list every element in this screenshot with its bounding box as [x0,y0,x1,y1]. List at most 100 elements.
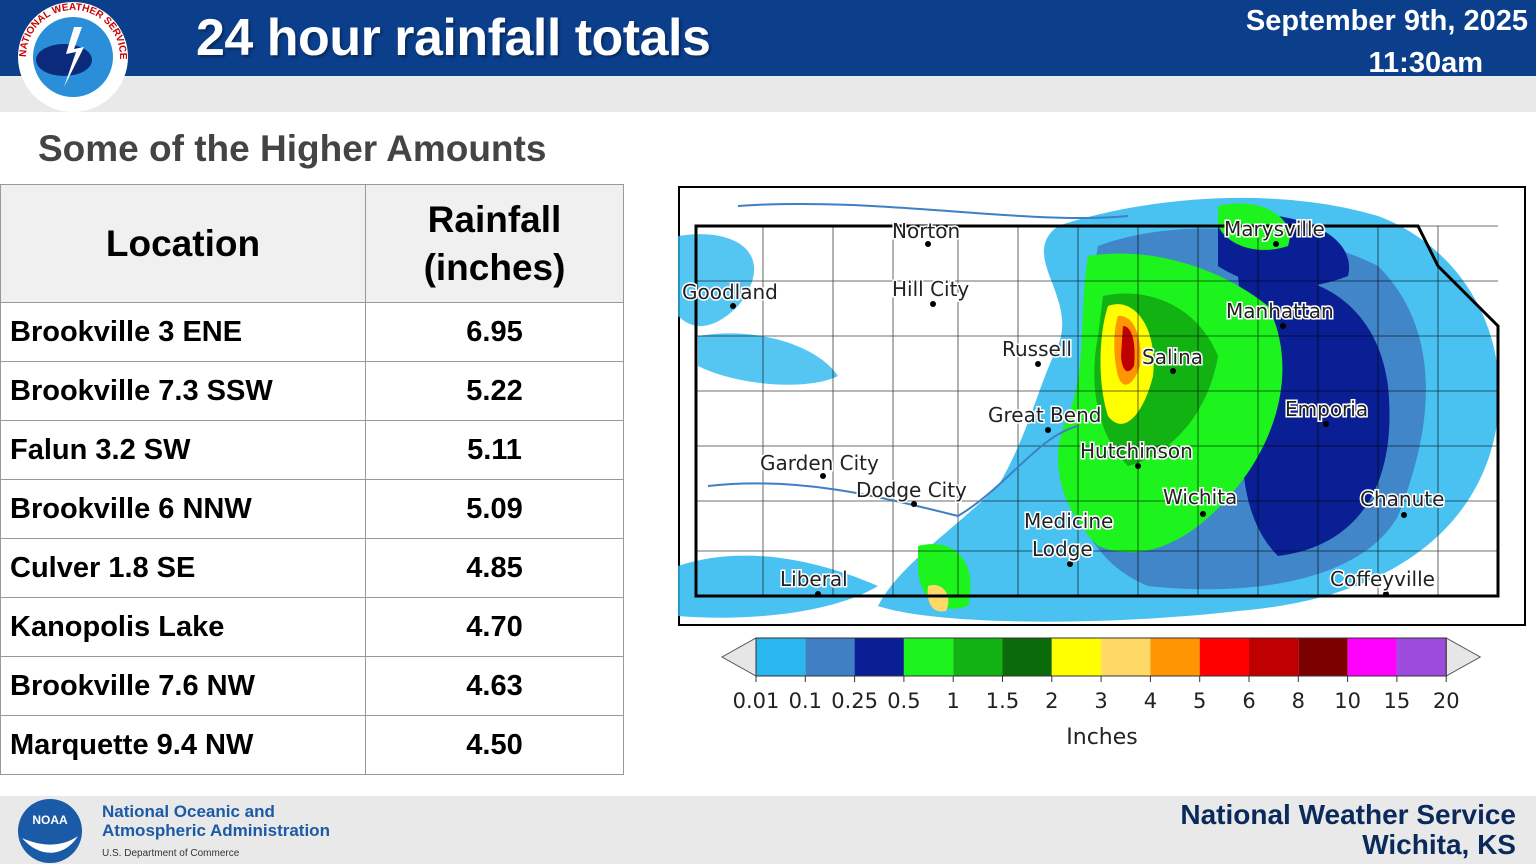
precip-shading [678,197,1500,622]
table-row: Falun 3.2 SW 5.11 [0,420,624,480]
location-cell: Brookville 6 NNW [0,479,366,539]
colorbar-swatch [1298,638,1348,676]
city-label: Coffeyville [1330,567,1435,591]
rainfall-cell: 4.85 [365,538,624,598]
colorbar-tick-label: 3 [1094,689,1107,713]
rainfall-cell: 5.11 [365,420,624,480]
city-label: Goodland [682,280,778,304]
city-label: Marysville [1224,217,1325,241]
rainfall-cell: 4.50 [365,715,624,775]
table-row: Brookville 7.6 NW 4.63 [0,656,624,716]
date-text: September 9th, 2025 [1245,5,1528,37]
location-cell: Brookville 7.3 SSW [0,361,366,421]
colorbar-swatch [1150,638,1200,676]
table-row: Marquette 9.4 NW 4.50 [0,715,624,775]
state-outline [694,224,1500,598]
colorbar-under-arrow [720,637,757,677]
table-row: Culver 1.8 SE 4.85 [0,538,624,598]
table-row: Kanopolis Lake 4.70 [0,597,624,657]
office-name: National Weather Service Wichita, KS [1180,800,1516,860]
city-label: Hill City [892,277,969,301]
colorbar-swatch [1002,638,1052,676]
city-label: Hutchinson [1080,439,1193,463]
noaa-name: National Oceanic and Atmospheric Adminis… [102,802,330,863]
colorbar-tick-label: 1.5 [986,689,1019,713]
date-time: September 9th, 2025 11:30am [1246,0,1528,84]
colorbar-tick-label: 15 [1384,689,1411,713]
colorbar-tick-label: 1 [947,689,960,713]
location-cell: Brookville 3 ENE [0,302,366,362]
colorbar-swatch [953,638,1003,676]
rainfall-cell: 4.63 [365,656,624,716]
rainfall-header-line1: Rainfall [427,198,562,240]
colorbar-tick-label: 0.1 [789,689,822,713]
rainfall-cell: 6.95 [365,302,624,362]
page-title: 24 hour rainfall totals [196,9,711,67]
colorbar-tick-label: 0.25 [831,689,878,713]
colorbar-tick-label: 10 [1334,689,1361,713]
colorbar-label: Inches [1066,725,1137,750]
location-cell: Brookville 7.6 NW [0,656,366,716]
colorbar-swatch [854,638,904,676]
table-row: Brookville 6 NNW 5.09 [0,479,624,539]
location-cell: Falun 3.2 SW [0,420,366,480]
location-cell: Kanopolis Lake [0,597,366,657]
time-text: 11:30am [1368,47,1484,79]
city-label: Norton [892,219,960,243]
rainfall-cell: 5.22 [365,361,624,421]
rainfall-map: Norton Marysville Goodland Hill City Man… [678,186,1526,626]
colorbar-tick-label: 20 [1433,689,1460,713]
table-row: Brookville 3 ENE 6.95 [0,302,624,362]
office-line1: National Weather Service [1180,799,1516,830]
city-label: Emporia [1285,397,1368,421]
location-header: Location [0,184,366,303]
section-subtitle: Some of the Higher Amounts [38,128,547,169]
location-cell: Culver 1.8 SE [0,538,366,598]
svg-text:NOAA: NOAA [32,813,68,827]
colorbar-swatch [1396,638,1447,676]
city-label: Lodge [1032,537,1093,561]
city-label: Liberal [780,567,848,591]
noaa-line1: National Oceanic and [102,802,275,821]
header-bar [0,0,1536,76]
table-row: Brookville 7.3 SSW 5.22 [0,361,624,421]
city-label: Wichita [1163,485,1237,509]
colorbar-tick-label: 2 [1045,689,1058,713]
nws-logo: NATIONAL WEATHER SERVICE [18,2,128,112]
colorbar-swatch [1347,638,1397,676]
colorbar-swatch [903,638,954,676]
colorbar-tick-label: 0.5 [887,689,920,713]
colorbar-over-arrow [1445,637,1482,677]
county-grid [696,225,1498,596]
rainfall-table: Location Rainfall (inches) Brookville 3 … [0,184,624,775]
colorbar-swatch [1101,638,1151,676]
rivers [707,202,1129,518]
colorbar-tick-label: 5 [1193,689,1206,713]
city-label: Medicine [1024,509,1113,533]
city-label: Dodge City [856,478,967,502]
colorbar-swatch [1199,638,1249,676]
rainfall-header: Rainfall (inches) [365,184,624,303]
city-label: Chanute [1360,487,1444,511]
colorbar-tick-label: 8 [1292,689,1305,713]
city-label: Garden City [760,451,879,475]
header-strip [0,76,1536,112]
colorbar-tick-label: 4 [1144,689,1157,713]
noaa-dept: U.S. Department of Commerce [102,848,240,859]
footer-bar [0,796,1536,864]
city-label: Great Bend [988,403,1101,427]
colorbar-legend: 0.01 0.1 0.25 0.5 1 1.5 2 3 4 5 6 8 10 15 20 Inches [720,637,1482,750]
colorbar-tick-label: 0.01 [733,689,780,713]
colorbar-swatch [1051,638,1102,676]
city-label: Russell [1002,337,1072,361]
noaa-logo: NOAA [18,799,82,863]
rainfall-cell: 4.70 [365,597,624,657]
colorbar-swatch [756,638,806,676]
colorbar-swatch [1249,638,1299,676]
noaa-line2: Atmospheric Administration [102,821,330,840]
city-label: Manhattan [1226,299,1334,323]
rainfall-header-line2: (inches) [423,246,566,288]
colorbar-tick-label: 6 [1242,689,1255,713]
city-label: Salina [1142,345,1203,369]
rainfall-cell: 5.09 [365,479,624,539]
